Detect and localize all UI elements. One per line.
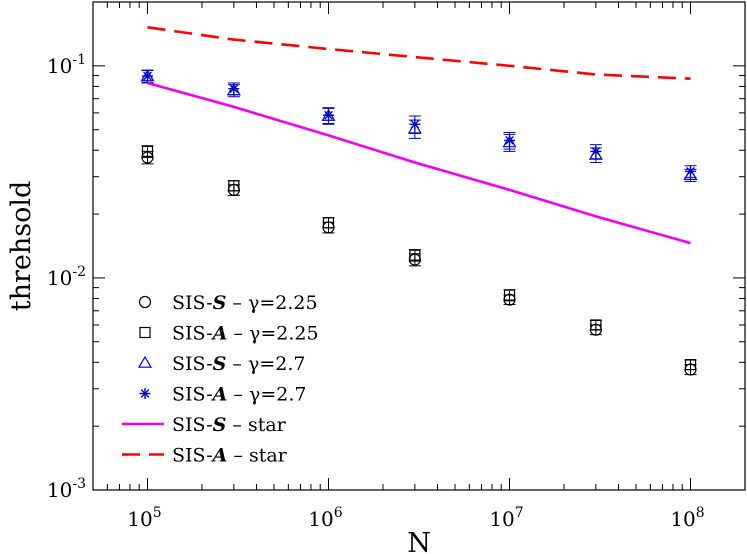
legend-label: SIS-S – γ=2.25 [172,292,318,314]
legend-marker [137,355,153,368]
star-stroke [140,389,150,398]
data-point [409,249,421,261]
y-tick-label: 10-1 [47,52,86,78]
data-point [322,217,335,229]
legend-label: SIS-S – γ=2.7 [172,353,305,375]
x-tick-label: 106 [308,505,342,531]
star-stroke [505,136,514,145]
legend-label: SIS-A – star [172,445,288,467]
data-point [228,180,240,192]
series-layer [140,26,698,376]
legend-entry: SIS-A – star [122,445,288,467]
data-point [504,134,516,146]
data-point [141,145,154,157]
legend: SIS-S – γ=2.25 SIS-A – γ=2.25 SIS-S – γ=2.… [122,292,319,467]
y-tick-label: 10-3 [47,476,86,502]
data-point [590,145,602,157]
data-point [685,165,697,177]
y-axis-label: threhsold [6,181,37,312]
star-stroke [229,84,239,94]
legend-marker [138,295,152,309]
x-tick-label: 105 [127,505,161,531]
star-stroke [143,71,152,81]
star-stroke [324,110,333,120]
legend-label: SIS-S – star [172,414,287,436]
legend-entry: SIS-S – γ=2.25 [138,292,318,314]
data-point [503,289,516,301]
legend-entry: SIS-S – star [122,414,287,436]
legend-label: SIS-A – γ=2.25 [172,323,319,345]
axis-ticks: 105 106 107 108 10-3 10-2 10-1 [47,2,745,531]
series-line [147,26,691,80]
star-stroke [591,147,601,156]
legend-entry: SIS-S – γ=2.7 [137,353,305,375]
legend-entry: SIS-A – γ=2.7 [139,384,306,406]
data-point [228,83,240,95]
series-line [147,81,691,245]
star-stroke [686,166,695,176]
x-tick-label: 108 [670,505,704,531]
x-axis-label: N [407,528,431,554]
series-3 [141,69,697,178]
data-point [409,118,421,130]
data-point [684,359,697,371]
series-5 [147,26,691,80]
x-tick-label: 107 [489,505,523,531]
plot-frame [92,1,746,491]
legend-entry: SIS-A – γ=2.25 [139,323,319,345]
data-point [141,70,153,82]
legend-label: SIS-A – γ=2.7 [172,384,306,406]
series-4 [147,81,691,245]
legend-marker [139,388,151,399]
series-1 [141,145,697,371]
legend-marker [139,326,151,339]
data-point [590,319,602,331]
data-point [322,109,334,121]
star-stroke [410,119,420,129]
y-tick-label: 10-2 [47,264,86,290]
